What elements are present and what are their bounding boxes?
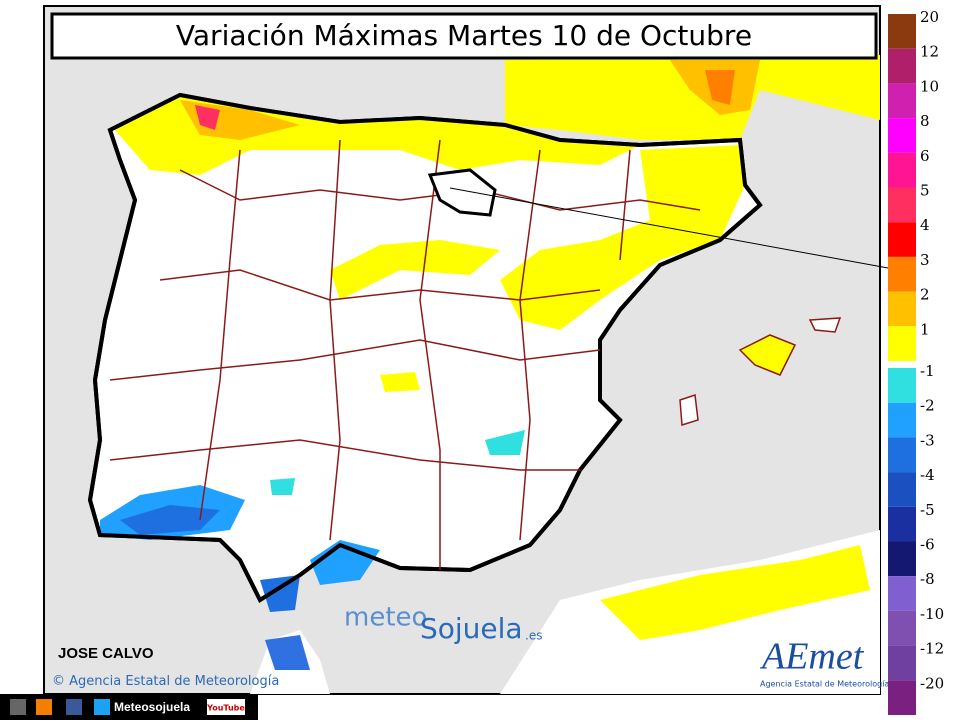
cool-area [265,635,310,670]
legend-swatch [888,14,916,49]
legend-label: -2 [920,397,935,415]
legend-swatch [888,506,916,542]
legend-swatch [888,402,916,438]
copyright-text: Agencia Estatal de Meteorología [69,674,279,689]
legend-swatch [888,83,916,119]
legend-label: 12 [920,43,939,61]
legend-label: 3 [920,251,930,269]
legend-label: 10 [920,77,939,95]
legend-label: 8 [920,112,930,130]
watermark: Sojuela [420,612,523,645]
title: Variación Máximas Martes 10 de Octubre [176,19,752,52]
legend-label: -8 [920,570,935,588]
ibiza [679,393,699,426]
legend-swatch [888,368,916,403]
legend-swatch [888,291,916,327]
legend-label: 6 [920,147,930,165]
legend-swatch [888,437,916,473]
legend-label: 4 [920,216,930,234]
pointer-line [449,187,889,269]
legend-label: 2 [920,286,930,304]
legend-swatch [888,645,916,681]
france-land [505,55,880,140]
footer-site[interactable]: Meteosojuela [114,700,190,714]
legend-label: -6 [920,536,935,554]
watermark: .es [525,629,542,643]
legend-label: -4 [920,466,935,484]
youtube-badge[interactable] [207,699,245,715]
warm-area [380,372,420,392]
legend-swatch [888,152,916,188]
legend-swatch [888,118,916,153]
legend-swatch [888,541,916,577]
legend-swatch [888,576,916,611]
legend-swatch [888,222,916,257]
legend: 20 12 10 8 6 5 4 3 2 1 -1 -2 -3 -4 -5 -6 -8 -10 -12 -20 [888,8,944,715]
warm-area [330,240,500,300]
menorca [808,317,842,333]
legend-swatch [888,256,916,292]
youtube-label[interactable]: YouTube [206,704,245,713]
cool-area [485,430,525,455]
legend-label: -10 [920,605,944,623]
icon-instagram[interactable] [10,699,26,715]
cool-area [120,505,220,535]
legend-label: -5 [920,501,935,519]
cool-area [310,540,380,585]
legend-swatch [888,680,916,715]
warm-area [705,70,735,105]
legend-label: 1 [920,320,930,338]
copyright: © Agencia Estatal de Meteorología [52,674,279,689]
legend-label: 5 [920,182,930,200]
cool-area [260,575,300,612]
legend-label: -20 [920,674,944,692]
icon-facebook[interactable] [66,699,82,715]
legend-swatch [888,187,916,223]
cool-area [270,478,295,495]
legend-swatch [888,472,916,507]
title-box [50,12,878,60]
mallorca [738,334,797,376]
aemet-logo: AEmet [759,636,865,678]
legend-swatch [888,326,916,361]
icon-twitter[interactable] [94,699,110,715]
aemet-subtitle: Agencia Estatal de Meteorología [760,680,889,689]
legend-label: -3 [920,431,935,449]
warm-area [600,545,870,640]
author: JOSE CALVO [58,645,154,662]
legend-swatch [888,610,916,646]
legend-label: 20 [920,8,939,26]
iberia-coast [87,92,763,603]
legend-label: -1 [920,362,935,380]
la-rioja [427,168,497,217]
warm-area [195,105,220,130]
legend-swatch [888,48,916,84]
icon-blogger[interactable] [36,699,52,715]
watermark: meteo [344,603,427,633]
legend-label: -12 [920,640,944,658]
